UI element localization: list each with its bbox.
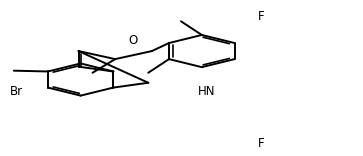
Text: F: F xyxy=(257,137,264,150)
Text: HN: HN xyxy=(198,85,216,98)
Text: F: F xyxy=(257,10,264,23)
Text: Br: Br xyxy=(10,85,23,98)
Text: O: O xyxy=(128,34,138,47)
